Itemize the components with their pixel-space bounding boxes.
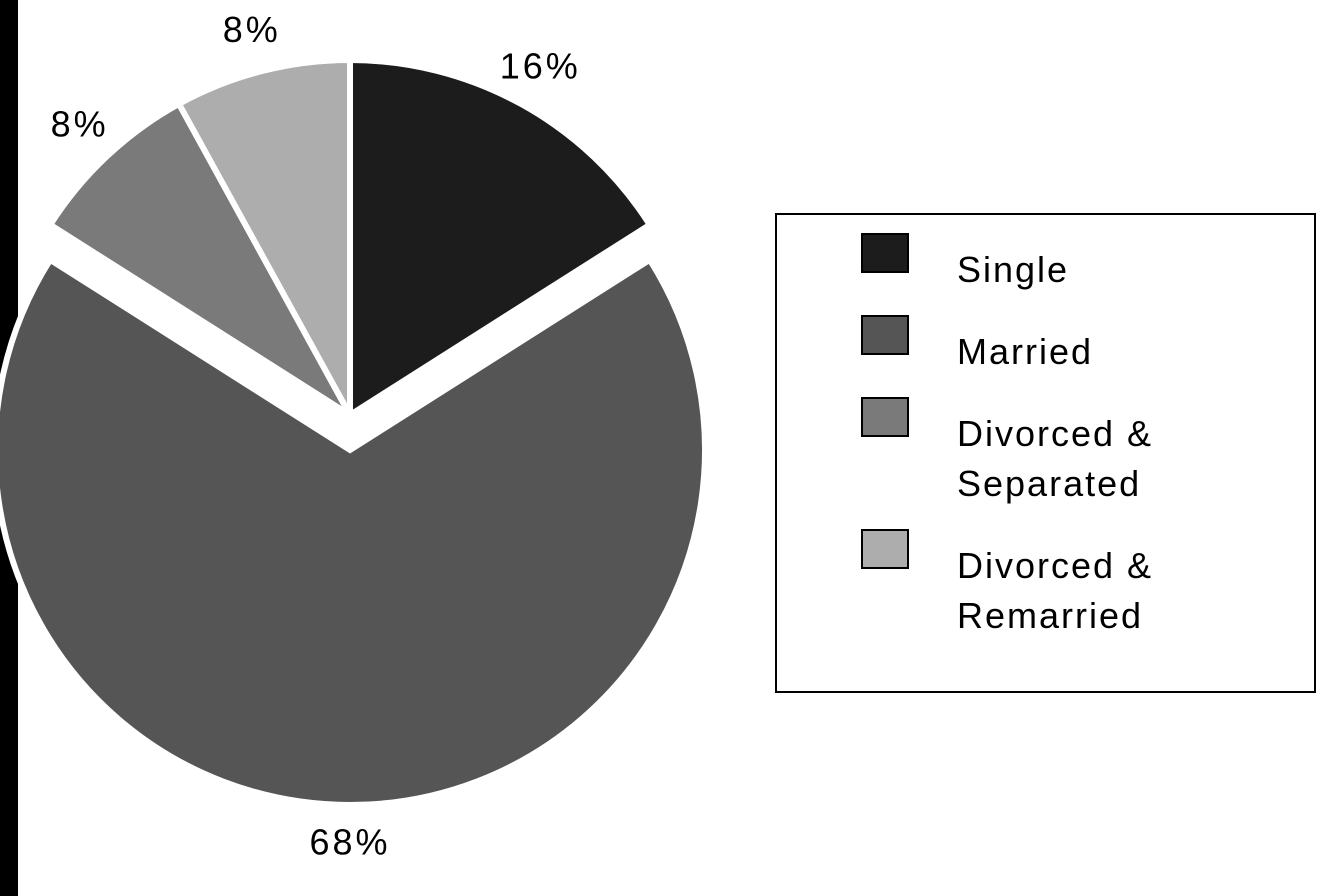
data-label: 68%: [309, 822, 390, 863]
legend-swatch: [861, 233, 909, 273]
legend-label: Divorced & Separated: [957, 413, 1154, 504]
legend-label: Single: [957, 249, 1070, 290]
legend-item: Divorced & Separated: [861, 397, 1314, 509]
pie-slice: [347, 56, 654, 421]
legend-item: Divorced & Remarried: [861, 529, 1314, 641]
legend-label: Divorced & Remarried: [957, 545, 1154, 636]
data-label: 8%: [223, 9, 281, 50]
pie-slice: [0, 255, 708, 808]
pie-slice: [46, 99, 353, 418]
data-label: 16%: [500, 45, 581, 86]
legend: Single Married Divorced & Separated Divorce…: [775, 213, 1316, 693]
legend-swatch: [861, 529, 909, 569]
legend-item: Married: [861, 315, 1314, 377]
pie-slice: [174, 56, 353, 417]
legend-swatch: [861, 397, 909, 437]
data-label: 8%: [51, 104, 109, 145]
legend-swatch: [861, 315, 909, 355]
legend-label: Married: [957, 331, 1094, 372]
legend-item: Single: [861, 233, 1314, 295]
